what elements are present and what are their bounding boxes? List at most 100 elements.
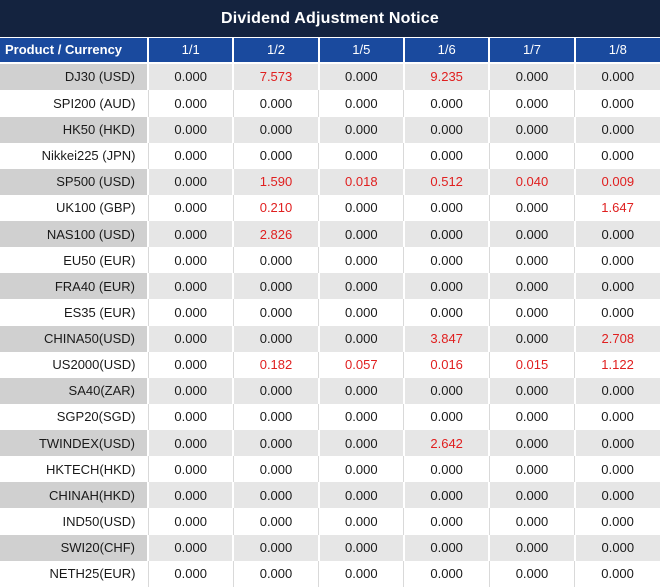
value-cell: 0.000: [318, 325, 405, 352]
column-header-date-1: 1/1: [146, 37, 235, 64]
table-row: US2000(USD) 0.000 0.182 0.057 0.016 0.015 1.12…: [0, 351, 660, 378]
value-cell: 0.018: [318, 168, 405, 195]
value-cell: 0.000: [233, 273, 320, 300]
product-cell: FRA40 (EUR): [0, 273, 149, 300]
value-cell: 0.000: [318, 560, 405, 587]
value-cell: 0.000: [489, 377, 576, 404]
table-row: HKTECH(HKD) 0.000 0.000 0.000 0.000 0.000 0.00…: [0, 456, 660, 483]
value-cell: 0.000: [574, 482, 660, 509]
table-row: HK50 (HKD) 0.000 0.000 0.000 0.000 0.000 0.000: [0, 116, 660, 143]
value-cell: 0.000: [148, 508, 234, 535]
value-cell: 0.000: [148, 116, 235, 143]
value-cell: 0.000: [148, 142, 234, 169]
column-header-date-5: 1/7: [488, 37, 576, 64]
value-cell: 0.000: [318, 299, 405, 326]
product-cell: HK50 (HKD): [0, 116, 149, 143]
table-row: CHINAH(HKD) 0.000 0.000 0.000 0.000 0.000 0.00…: [0, 482, 660, 509]
value-cell: 0.000: [403, 560, 490, 587]
table-row: SA40(ZAR) 0.000 0.000 0.000 0.000 0.000 0.000: [0, 377, 660, 404]
value-cell: 0.000: [489, 560, 576, 587]
value-cell: 0.000: [233, 90, 320, 117]
header-row: Product / Currency 1/1 1/2 1/5 1/6 1/7 1…: [0, 37, 660, 64]
value-cell: 1.590: [233, 168, 320, 195]
value-cell: 0.000: [233, 456, 320, 483]
value-cell: 0.000: [403, 273, 491, 300]
value-cell: 0.000: [489, 403, 576, 430]
value-cell: 0.000: [233, 377, 320, 404]
value-cell: 0.000: [574, 508, 660, 535]
value-cell: 0.000: [403, 116, 491, 143]
value-cell: 0.000: [489, 221, 576, 248]
value-cell: 3.847: [403, 325, 491, 352]
value-cell: 0.000: [148, 247, 234, 274]
table-row: UK100 (GBP) 0.000 0.210 0.000 0.000 0.000 1.64…: [0, 194, 660, 221]
value-cell: 0.000: [148, 430, 235, 457]
value-cell: 0.000: [148, 351, 234, 378]
column-header-date-4: 1/6: [402, 37, 491, 64]
value-cell: 0.000: [574, 221, 660, 248]
table-row: DJ30 (USD) 0.000 7.573 0.000 9.235 0.000 0.000: [0, 62, 660, 91]
value-cell: 0.000: [489, 62, 576, 91]
value-cell: 0.000: [148, 377, 235, 404]
value-cell: 0.000: [489, 430, 576, 457]
value-cell: 0.000: [148, 403, 234, 430]
value-cell: 0.000: [489, 456, 576, 483]
value-cell: 0.000: [148, 534, 235, 561]
page-title: Dividend Adjustment Notice: [0, 0, 660, 37]
value-cell: 0.000: [318, 116, 405, 143]
product-cell: UK100 (GBP): [0, 194, 149, 221]
table-row: FRA40 (EUR) 0.000 0.000 0.000 0.000 0.000 0.00…: [0, 273, 660, 300]
value-cell: 0.000: [233, 403, 320, 430]
value-cell: 0.000: [148, 90, 234, 117]
value-cell: 0.000: [574, 273, 660, 300]
value-cell: 9.235: [403, 62, 491, 91]
value-cell: 0.000: [574, 560, 660, 587]
value-cell: 0.000: [318, 142, 405, 169]
product-cell: SA40(ZAR): [0, 377, 149, 404]
product-cell: TWINDEX(USD): [0, 430, 149, 457]
product-cell: SPI200 (AUD): [0, 90, 149, 117]
product-cell: CHINA50(USD): [0, 325, 149, 352]
value-cell: 0.000: [318, 62, 405, 91]
value-cell: 0.016: [403, 351, 490, 378]
value-cell: 0.000: [148, 482, 235, 509]
product-cell: NETH25(EUR): [0, 560, 149, 587]
value-cell: 0.000: [489, 482, 576, 509]
column-header-date-3: 1/5: [317, 37, 405, 64]
table-row: TWINDEX(USD) 0.000 0.000 0.000 2.642 0.000 0.0…: [0, 430, 660, 457]
value-cell: 0.000: [233, 142, 320, 169]
table-body: DJ30 (USD) 0.000 7.573 0.000 9.235 0.000 0.000…: [0, 62, 660, 587]
product-cell: NAS100 (USD): [0, 221, 149, 248]
value-cell: 0.000: [233, 482, 320, 509]
value-cell: 2.708: [574, 325, 660, 352]
table-row: SPI200 (AUD) 0.000 0.000 0.000 0.000 0.000 0.0…: [0, 90, 660, 117]
product-cell: SP500 (USD): [0, 168, 149, 195]
value-cell: 0.000: [148, 168, 235, 195]
table-row: ES35 (EUR) 0.000 0.000 0.000 0.000 0.000 0.000: [0, 299, 660, 326]
value-cell: 0.000: [318, 194, 405, 221]
product-cell: DJ30 (USD): [0, 62, 149, 91]
table-row: SGP20(SGD) 0.000 0.000 0.000 0.000 0.000 0.000: [0, 403, 660, 430]
value-cell: 0.000: [403, 482, 491, 509]
value-cell: 0.000: [574, 142, 660, 169]
value-cell: 0.000: [403, 194, 490, 221]
column-header-date-2: 1/2: [232, 37, 320, 64]
value-cell: 0.000: [489, 194, 576, 221]
value-cell: 0.210: [233, 194, 320, 221]
value-cell: 0.000: [233, 430, 320, 457]
table-row: Nikkei225 (JPN) 0.000 0.000 0.000 0.000 0.000…: [0, 142, 660, 169]
value-cell: 0.000: [489, 142, 576, 169]
value-cell: 0.000: [489, 90, 576, 117]
value-cell: 2.826: [233, 221, 320, 248]
dividend-adjustment-table: Product / Currency 1/1 1/2 1/5 1/6 1/7 1…: [0, 37, 660, 587]
value-cell: 0.000: [574, 90, 660, 117]
value-cell: 0.000: [233, 247, 320, 274]
value-cell: 0.000: [574, 403, 660, 430]
table-row: NETH25(EUR) 0.000 0.000 0.000 0.000 0.000 0.00…: [0, 560, 660, 587]
value-cell: 0.000: [574, 456, 660, 483]
value-cell: 0.000: [574, 377, 660, 404]
value-cell: 2.642: [403, 430, 491, 457]
value-cell: 0.000: [574, 430, 660, 457]
value-cell: 0.000: [148, 221, 235, 248]
value-cell: 1.122: [574, 351, 660, 378]
